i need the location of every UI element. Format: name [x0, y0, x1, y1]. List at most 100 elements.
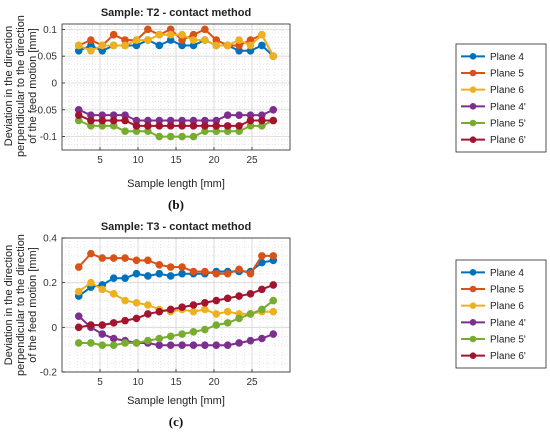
legend-swatch-marker: [469, 285, 477, 293]
x-tick-label: 25: [246, 377, 258, 388]
data-point: [258, 116, 266, 125]
x-tick-label: 5: [97, 377, 103, 388]
data-point: [201, 25, 209, 34]
data-point: [258, 30, 266, 39]
data-point: [87, 339, 95, 347]
data-point: [132, 269, 141, 278]
series-3: [74, 105, 278, 125]
y-tick-label: 0: [51, 78, 57, 89]
legend-swatch-marker: [469, 136, 477, 143]
data-point: [166, 263, 175, 271]
legend-swatch-marker: [469, 352, 477, 359]
legend-box: [455, 259, 547, 369]
x-tick-label: 5: [97, 155, 103, 166]
data-point: [166, 132, 175, 141]
data-point: [212, 269, 221, 278]
data-point: [121, 339, 129, 347]
data-point: [155, 261, 164, 269]
data-point: [201, 305, 209, 314]
data-point: [212, 321, 221, 329]
data-point: [144, 336, 152, 345]
y-axis-label: Deviation in the direction perpendicular …: [3, 234, 39, 376]
data-point: [144, 301, 152, 309]
x-tick-label: 20: [208, 377, 220, 388]
data-point: [87, 321, 95, 329]
data-point: [189, 122, 198, 130]
data-point: [155, 41, 164, 50]
legend-label: Plane 5: [490, 69, 524, 80]
data-point: [166, 332, 175, 341]
data-point: [74, 263, 83, 271]
data-point: [223, 41, 232, 50]
legend-label: Plane 5: [490, 285, 524, 296]
data-point: [98, 285, 107, 294]
data-point: [223, 294, 232, 303]
data-point: [223, 122, 232, 130]
data-point: [109, 254, 118, 262]
legend-label: Plane 4': [490, 102, 526, 113]
data-point: [155, 341, 164, 350]
legend-label: Plane 4: [490, 268, 524, 279]
data-point: [201, 36, 209, 44]
data-point: [98, 330, 107, 338]
legend-item: Plane 4: [461, 268, 524, 279]
data-point: [212, 341, 221, 350]
legend-item: Plane 5': [461, 119, 526, 130]
data-point: [201, 122, 209, 130]
data-point: [189, 341, 198, 350]
data-point: [189, 328, 198, 336]
data-point: [258, 285, 266, 294]
legend-swatch-marker: [469, 335, 477, 343]
data-point: [132, 256, 141, 265]
data-point: [178, 303, 186, 312]
data-point: [87, 47, 95, 55]
x-tick-label: 15: [170, 155, 182, 166]
data-point: [223, 319, 232, 327]
legend-label: Plane 6: [490, 85, 524, 96]
y-tick-label: -0.1: [40, 132, 58, 143]
data-point: [121, 316, 129, 325]
data-point: [144, 122, 152, 130]
figure-caption: (c): [169, 414, 183, 429]
data-point: [87, 36, 95, 44]
data-point: [178, 263, 186, 271]
data-point: [189, 301, 198, 309]
data-point: [155, 30, 164, 39]
data-point: [246, 310, 255, 318]
data-point: [178, 330, 186, 338]
data-point: [74, 323, 83, 332]
data-point: [121, 116, 129, 125]
data-point: [74, 312, 83, 320]
data-point: [212, 310, 221, 318]
data-point: [155, 122, 164, 130]
series-1: [74, 249, 278, 278]
legend-item: Plane 4': [461, 102, 526, 113]
data-point: [144, 25, 152, 34]
data-point: [166, 122, 175, 130]
data-point: [109, 341, 118, 350]
legend-swatch-marker: [469, 103, 477, 110]
series-4: [74, 296, 278, 350]
chart-t2: 5 10 15 20 25 -0.1 -0.05 0 0.05 0.1 Sample: T2 - c…: [3, 7, 547, 212]
x-tick-label: 10: [132, 377, 144, 388]
legend-swatch-marker: [469, 69, 477, 77]
y-axis-label: Deviation in the direction perpendicular …: [3, 15, 39, 157]
data-point: [258, 334, 266, 343]
data-point: [269, 252, 278, 260]
data-point: [269, 296, 278, 305]
data-point: [201, 325, 209, 334]
y-axis-label-line: perpendicular to the direction: [15, 15, 27, 157]
legend-item: Plane 5: [461, 285, 524, 296]
data-point: [189, 36, 198, 44]
data-point: [109, 30, 118, 39]
data-point: [212, 41, 221, 50]
series-5: [74, 111, 278, 130]
y-axis-label-line: Deviation in the direction: [3, 245, 15, 365]
data-point: [258, 305, 266, 314]
legend-label: Plane 4: [490, 52, 524, 63]
data-point: [132, 314, 141, 323]
data-point: [223, 111, 232, 119]
data-point: [155, 132, 164, 141]
data-point: [74, 41, 83, 50]
series-5: [74, 281, 278, 332]
